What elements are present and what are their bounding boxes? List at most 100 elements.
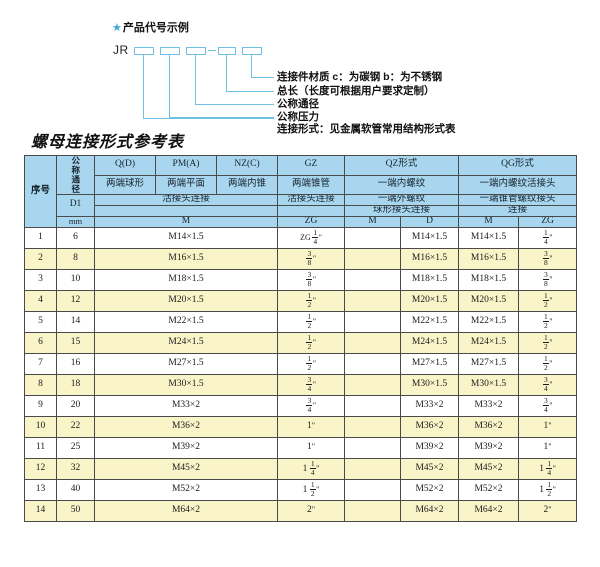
header-row-joint: 球形接头连接 连接 bbox=[25, 204, 578, 217]
code-diagram-title-text: 产品代号示例 bbox=[122, 22, 189, 34]
table-body: 1 6 M14×1.5 ZG 1 4 " M14×1.5 M14×1.5 1 4 " 2 8 M16×1.… bbox=[24, 226, 578, 522]
leader-line-3-horizontal bbox=[195, 104, 274, 105]
cell-gz-zg: 3 4 " bbox=[277, 373, 345, 396]
cell-seq: 2 bbox=[24, 247, 57, 270]
cell-seq: 8 bbox=[24, 373, 57, 396]
cell-m-main: M24×1.5 bbox=[94, 331, 278, 354]
cell-gz-zg: 1 2 " bbox=[277, 352, 345, 375]
cell-qz-m bbox=[344, 331, 401, 354]
cell-qz-d: M52×2 bbox=[399, 478, 460, 501]
header-code-pma: PM(A) bbox=[155, 155, 217, 176]
cell-m-main: M16×1.5 bbox=[94, 247, 278, 270]
cell-qg-m: M45×2 bbox=[458, 457, 520, 480]
cell-qz-d: M33×2 bbox=[399, 394, 460, 417]
header-dn: 公称通径 bbox=[56, 155, 95, 195]
cell-gz-zg: 1 1 2 " bbox=[277, 478, 345, 501]
cell-qg-m: M52×2 bbox=[458, 478, 520, 501]
code-box-4 bbox=[218, 47, 236, 55]
cell-m-main: M20×1.5 bbox=[94, 289, 278, 312]
cell-gz-zg: 3 4 " bbox=[277, 394, 345, 417]
header-unit-zg-qg: ZG bbox=[518, 215, 578, 228]
header-shape-qg: 一端内螺纹活接头 bbox=[458, 174, 578, 195]
cell-m-main: M39×2 bbox=[94, 436, 278, 459]
cell-qg-m: M36×2 bbox=[458, 415, 520, 438]
table-row: 9 20 M33×2 3 4 " M33×2 M33×2 3 4 " bbox=[24, 394, 578, 417]
leader-line-1-vertical bbox=[143, 55, 144, 118]
header-seq: 序号 bbox=[24, 155, 57, 228]
header-row-shape: 两端球形 两端平面 两端内锥 两端锥管 一端内螺纹 一端内螺纹活接头 bbox=[25, 174, 578, 195]
cell-qz-d: M14×1.5 bbox=[399, 226, 460, 249]
code-diagram-title: ★产品代号示例 bbox=[112, 19, 189, 35]
header-unit-m-qz: M bbox=[344, 215, 401, 228]
header-unit-d-qz: D bbox=[399, 215, 460, 228]
cell-dn: 6 bbox=[56, 226, 95, 249]
cell-dn: 20 bbox=[56, 394, 95, 417]
cell-qg-zg: 1 2 " bbox=[518, 289, 578, 312]
leader-line-5-vertical bbox=[251, 55, 252, 77]
cell-qg-zg: 1" bbox=[518, 415, 578, 438]
leader-line-3-vertical bbox=[195, 55, 196, 104]
leader-line-5-horizontal bbox=[251, 77, 274, 78]
header-unit-zg-gz: ZG bbox=[277, 215, 345, 228]
cell-seq: 12 bbox=[24, 457, 57, 480]
header-unit-m-qg: M bbox=[458, 215, 520, 228]
code-box-2 bbox=[160, 47, 180, 55]
header-dn-sub: D1 bbox=[56, 194, 95, 217]
cell-qz-m bbox=[344, 457, 401, 480]
code-note-dn: 公称通径 bbox=[277, 98, 319, 110]
header-unit-m-main: M bbox=[94, 215, 278, 228]
header-row-units: mm M ZG M D M ZG bbox=[25, 215, 578, 228]
cell-qg-zg: 1 1 2 " bbox=[518, 478, 578, 501]
table-row: 13 40 M52×2 1 1 2 " M52×2 M52×2 1 1 2 " bbox=[24, 478, 578, 501]
table-row: 11 25 M39×2 1" M39×2 M39×2 1" bbox=[24, 436, 578, 459]
cell-dn: 22 bbox=[56, 415, 95, 438]
cell-seq: 6 bbox=[24, 331, 57, 354]
cell-qg-m: M18×1.5 bbox=[458, 268, 520, 291]
cell-qg-zg: 1 2 " bbox=[518, 352, 578, 375]
header-shape-nzc: 两端内锥 bbox=[216, 174, 278, 195]
cell-m-main: M52×2 bbox=[94, 478, 278, 501]
cell-m-main: M45×2 bbox=[94, 457, 278, 480]
cell-m-main: M33×2 bbox=[94, 394, 278, 417]
cell-qg-zg: 3 4 " bbox=[518, 394, 578, 417]
cell-qg-m: M14×1.5 bbox=[458, 226, 520, 249]
leader-line-1-horizontal bbox=[143, 118, 274, 119]
leader-line-2-vertical bbox=[169, 55, 170, 117]
code-separator-dash bbox=[208, 50, 216, 51]
header-code-qg: QG形式 bbox=[458, 155, 578, 176]
cell-qg-m: M64×2 bbox=[458, 499, 520, 522]
cell-qz-d: M16×1.5 bbox=[399, 247, 460, 270]
table-row: 6 15 M24×1.5 1 2 " M24×1.5 M24×1.5 1 2 " bbox=[24, 331, 578, 354]
cell-qg-m: M22×1.5 bbox=[458, 310, 520, 333]
cell-dn: 10 bbox=[56, 268, 95, 291]
cell-qg-zg: 1 2 " bbox=[518, 310, 578, 333]
cell-qz-d: M22×1.5 bbox=[399, 310, 460, 333]
cell-qg-m: M39×2 bbox=[458, 436, 520, 459]
cell-qg-m: M33×2 bbox=[458, 394, 520, 417]
cell-qz-d: M39×2 bbox=[399, 436, 460, 459]
cell-qz-m bbox=[344, 310, 401, 333]
cell-dn: 32 bbox=[56, 457, 95, 480]
header-dn-label: 公称通径 bbox=[70, 156, 81, 194]
cell-qg-m: M16×1.5 bbox=[458, 247, 520, 270]
cell-m-main: M14×1.5 bbox=[94, 226, 278, 249]
table-row: 10 22 M36×2 1" M36×2 M36×2 1" bbox=[24, 415, 578, 438]
table-row: 8 18 M30×1.5 3 4 " M30×1.5 M30×1.5 3 4 " bbox=[24, 373, 578, 396]
cell-seq: 3 bbox=[24, 268, 57, 291]
header-row-codes: 序号 公称通径 Q(D) PM(A) NZ(C) GZ QZ形式 QG形式 bbox=[24, 155, 578, 228]
cell-dn: 40 bbox=[56, 478, 95, 501]
cell-qg-zg: 1 2 " bbox=[518, 331, 578, 354]
cell-seq: 10 bbox=[24, 415, 57, 438]
cell-gz-zg: ZG 1 4 " bbox=[277, 226, 345, 249]
table-row: 14 50 M64×2 2" M64×2 M64×2 2" bbox=[24, 499, 578, 522]
cell-qz-m bbox=[344, 352, 401, 375]
header-row-connection: D1 活接头连接 活接头连接 一端外螺纹 一端锥管螺纹接头 bbox=[25, 194, 578, 217]
cell-dn: 12 bbox=[56, 289, 95, 312]
cell-qg-m: M30×1.5 bbox=[458, 373, 520, 396]
header-code-qz: QZ形式 bbox=[343, 155, 460, 176]
product-code-diagram: ★产品代号示例 JR 连接件材质 c：为碳钢 b：为不锈钢 总长（长度可根据用户… bbox=[0, 0, 600, 134]
code-note-conn-type: 连接形式：见金属软管常用结构形式表 bbox=[277, 123, 456, 135]
leader-line-4-vertical bbox=[226, 55, 227, 91]
cell-gz-zg: 3 8 " bbox=[277, 247, 345, 270]
cell-qz-d: M64×2 bbox=[399, 499, 460, 522]
